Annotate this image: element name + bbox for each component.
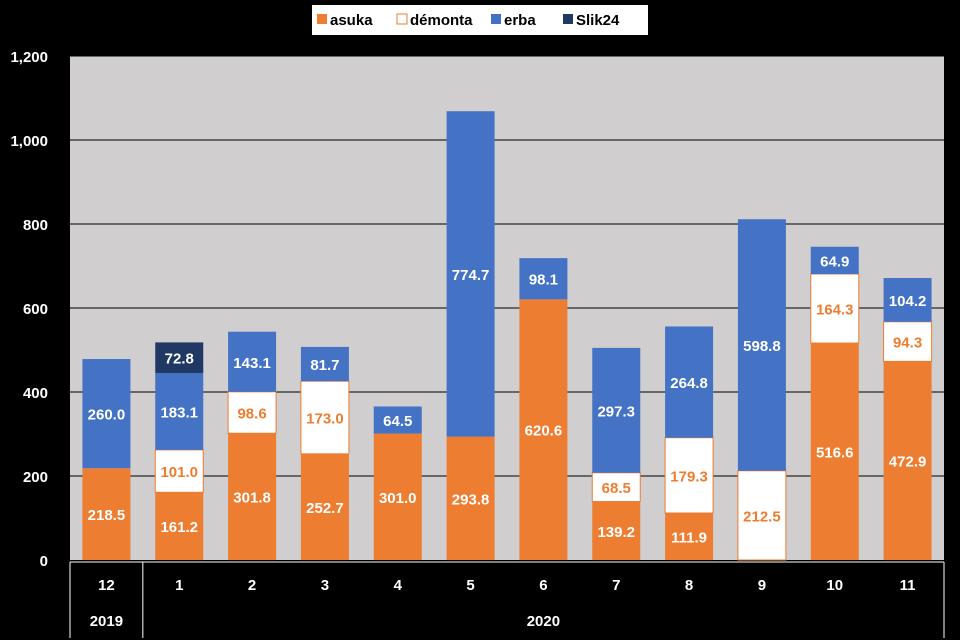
bar-segment-asuka [665,513,714,560]
bars: 218.5 260.0 161.2 101.0 183.1 72.8 301.8 98.6 14… [82,111,933,561]
bar-segment-erba [883,278,932,322]
data-label: 98.6 [237,406,266,423]
x-tick-label: 11 [900,577,916,594]
data-label: 173.0 [306,411,344,428]
bar-segment-démonta [154,449,204,493]
bar-segment-Slik24 [155,342,204,373]
y-tick-label: 200 [23,469,48,486]
data-label: 218.5 [88,507,126,524]
bar-segment-asuka [592,501,641,560]
legend-swatch [563,14,573,24]
bar-segment-démonta [664,437,714,514]
x-tick-label: 12 [98,577,115,594]
bar-segment-démonta [883,321,933,362]
data-label: 183.1 [160,404,198,421]
bar-segment-erba [155,372,204,450]
x-tick-label: 4 [394,577,403,594]
y-tick-label: 1,200 [10,49,48,66]
data-label: 104.2 [889,293,927,310]
data-label: 774.7 [452,267,490,284]
legend-label: démonta [410,12,473,29]
data-label: 264.8 [670,375,708,392]
data-label: 301.8 [233,490,271,507]
legend-label: asuka [330,12,373,29]
gridlines [70,55,944,477]
bar-segment-asuka [300,453,349,560]
bar-segment-erba [665,326,714,438]
bar-segment-démonta [591,472,641,503]
bar-segment-erba [519,258,568,300]
y-tick-label: 0 [40,553,48,570]
data-label: 81.7 [310,357,339,374]
data-label: 164.3 [816,302,854,319]
legend-label: Slik24 [576,12,620,29]
data-label: 293.8 [452,491,490,508]
bar-segment-erba [300,346,349,382]
year-group-label: 2020 [527,613,560,630]
x-tick-label: 7 [612,577,620,594]
data-label: 94.3 [893,335,922,352]
legend-label: erba [504,12,536,29]
bar-segment-démonta [810,273,860,344]
x-tick-label: 5 [466,577,474,594]
y-tick-label: 600 [23,301,48,318]
legend: asuka démonta erba Slik24 [312,5,648,35]
x-tick-label: 9 [758,577,766,594]
data-label: 212.5 [743,508,781,525]
data-label: 297.3 [597,403,635,420]
data-label: 64.9 [820,253,849,270]
x-tick-label: 8 [685,577,693,594]
y-tick-label: 800 [23,217,48,234]
bar-segment-erba [810,246,859,275]
data-label: 260.0 [88,407,126,424]
data-label: 161.2 [160,519,198,536]
data-label: 301.0 [379,490,417,507]
bar-segment-asuka [373,433,422,560]
bar-segment-asuka [155,492,204,560]
x-tick-label: 6 [539,577,547,594]
x-tick-label: 1 [175,577,183,594]
bar-segment-asuka [519,299,568,560]
bar-segment-asuka [810,343,859,560]
data-label: 252.7 [306,500,344,517]
year-group-label: 2019 [90,613,123,630]
bar-segment-démonta [300,380,350,455]
data-label: 72.8 [165,351,194,368]
bar-segment-erba [373,406,422,434]
data-label: 101.0 [160,464,198,481]
bar-segment-erba [228,331,277,392]
data-label: 139.2 [597,524,635,541]
x-tick-label: 2 [248,577,256,594]
data-label: 472.9 [889,454,927,471]
x-tick-label: 3 [321,577,329,594]
legend-box [312,5,648,35]
bar-segment-erba [592,347,641,473]
legend-swatch [396,13,408,25]
bar-segment-asuka [446,436,495,560]
data-label: 143.1 [233,355,271,372]
data-label: 620.6 [525,423,563,440]
legend-swatch [317,14,327,24]
legend-swatch [491,14,501,24]
bar-segment-asuka [82,468,131,560]
data-label: 111.9 [671,530,707,547]
bar-segment-erba [82,359,131,469]
y-axis: 0 200 400 600 800 1,000 1,200 [10,49,48,570]
bar-segment-erba [737,219,786,471]
data-label: 64.5 [383,413,412,430]
bar-segment-asuka [883,361,932,560]
data-label: 179.3 [670,468,708,485]
bar-segment-erba [446,111,495,437]
x-tick-label: 10 [826,577,843,594]
data-label: 98.1 [529,272,558,289]
data-label: 516.6 [816,445,854,462]
data-label: 68.5 [602,480,631,497]
y-tick-label: 400 [23,385,48,402]
bar-segment-asuka [228,433,277,560]
y-tick-label: 1,000 [10,133,48,150]
data-label: 598.8 [743,338,781,355]
